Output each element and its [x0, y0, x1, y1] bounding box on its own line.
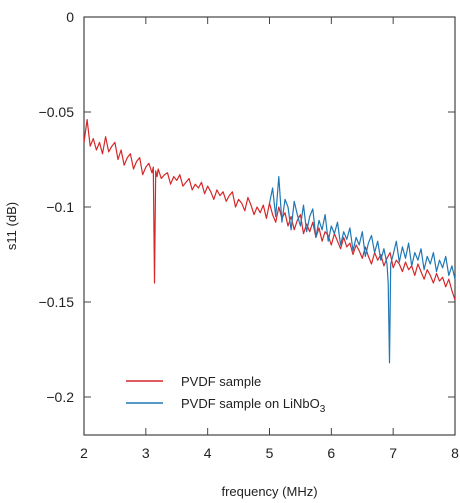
y-tick-label: −0.05 [39, 104, 75, 120]
y-tick-label: 0 [66, 9, 74, 25]
x-tick-label: 3 [142, 445, 150, 461]
axis-ticks [83, 16, 456, 435]
series-line-0 [83, 118, 456, 301]
y-tick-label: −0.2 [46, 389, 74, 405]
x-axis-title: frequency (MHz) [221, 484, 317, 499]
x-tick-label: 5 [266, 445, 274, 461]
legend: PVDF sample PVDF sample on LiNbO3 [126, 374, 326, 415]
x-tick-label: 6 [327, 445, 335, 461]
series-layer [83, 118, 456, 364]
y-tick-label: −0.15 [39, 294, 75, 310]
x-tick-label: 4 [204, 445, 212, 461]
legend-label-pvdf-linbo3-main: PVDF sample on LiNbO [181, 396, 320, 411]
series-line-1 [268, 176, 456, 364]
legend-label-subscript: 3 [320, 404, 326, 415]
legend-label-pvdf: PVDF sample [181, 374, 261, 389]
plot-frame [83, 16, 456, 436]
x-tick-label: 2 [80, 445, 88, 461]
x-tick-label: 8 [451, 445, 459, 461]
y-axis-title: s11 (dB) [4, 202, 19, 250]
legend-label-pvdf-linbo3: PVDF sample on LiNbO3 [181, 396, 326, 415]
tick-labels: 2 3 4 5 6 7 8 0 −0.05 −0.1 −0.15 −0.2 [39, 9, 460, 461]
x-tick-label: 7 [389, 445, 397, 461]
y-tick-label: −0.1 [46, 199, 74, 215]
